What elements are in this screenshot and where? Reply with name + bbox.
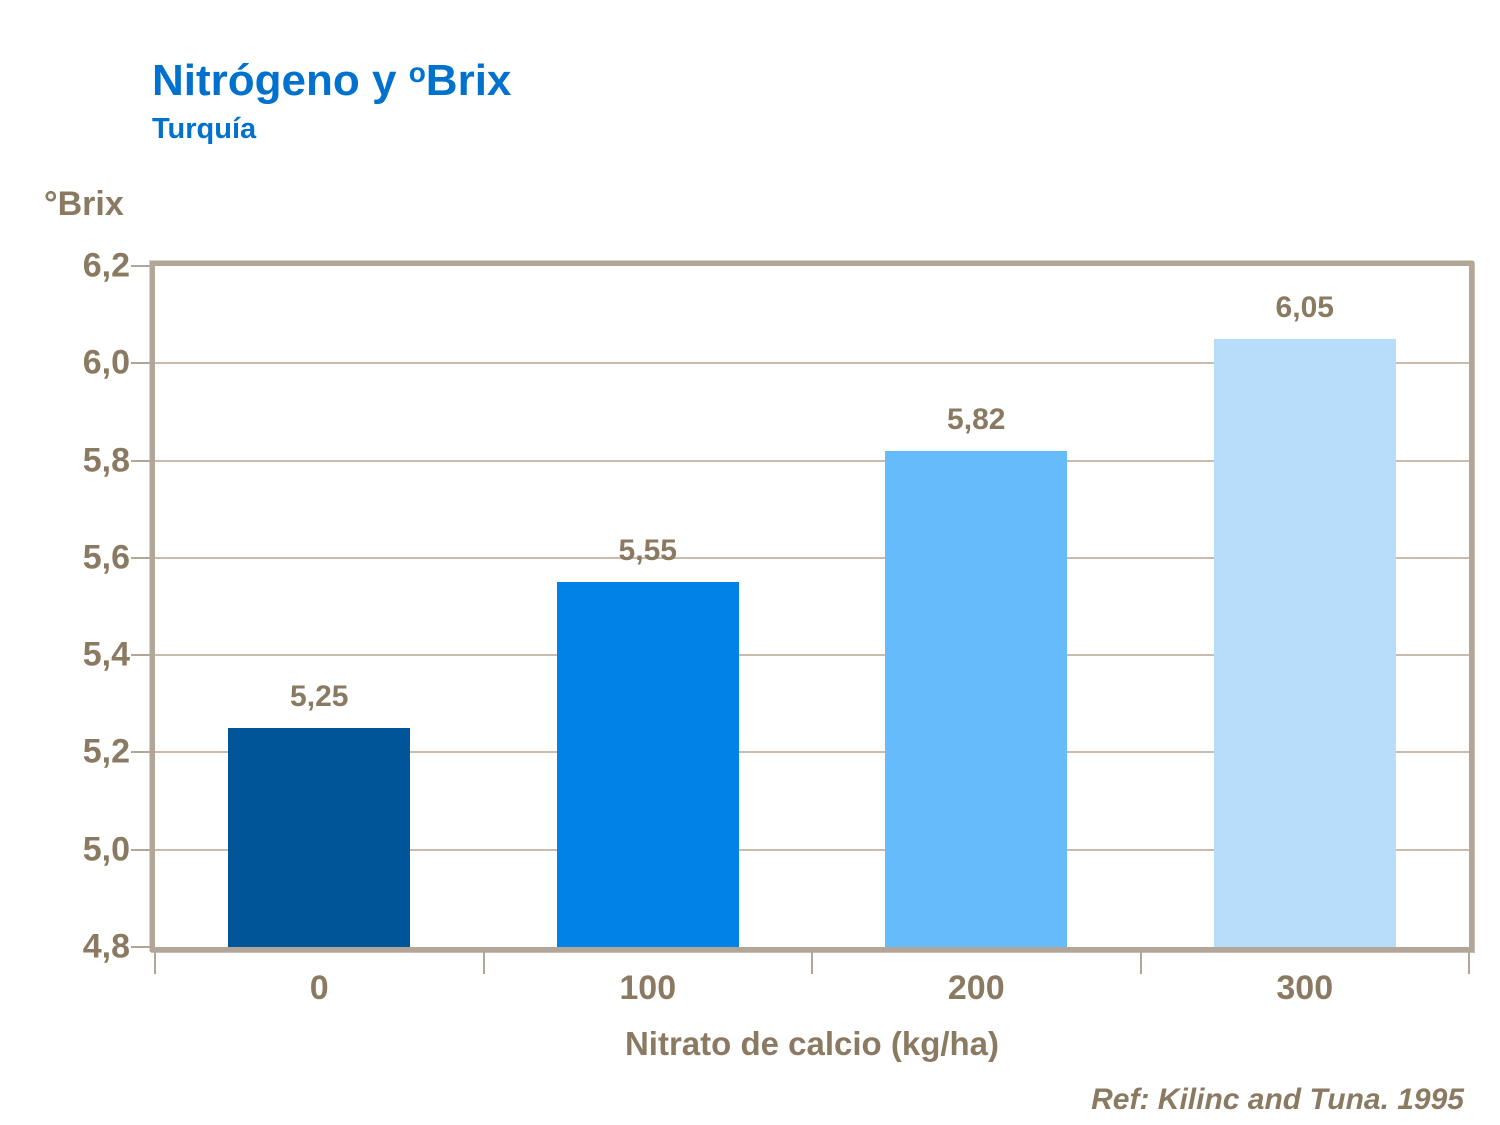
gridline xyxy=(155,751,1469,754)
y-tick-label: 6,0 xyxy=(82,343,130,382)
plot-area: 4,8 5,0 5,2 5,4 5,6 5,8 6,0 6,2 5,25 0 5,55 100 5,82… xyxy=(83,247,1474,1007)
bar-value-label: 5,55 xyxy=(618,534,677,568)
bar xyxy=(1213,338,1396,947)
bar-slot: 5,55 xyxy=(484,266,813,947)
y-tick-label: 5,0 xyxy=(82,830,130,869)
y-axis-tick xyxy=(131,362,155,365)
y-axis-tick xyxy=(131,751,155,754)
x-axis-tick xyxy=(1468,952,1470,974)
y-tick-label: 5,6 xyxy=(82,538,130,577)
x-tick-label: 300 xyxy=(1276,969,1334,1007)
x-axis-tick xyxy=(1139,952,1142,974)
gridline xyxy=(155,654,1469,657)
y-tick-label: 5,8 xyxy=(82,441,130,480)
bar xyxy=(556,582,739,947)
bar-value-label: 5,82 xyxy=(947,402,1006,436)
y-axis-tick xyxy=(131,556,155,559)
gridline xyxy=(155,459,1469,462)
gridline xyxy=(155,556,1469,559)
chart-title: Nitrógeno y oBrix xyxy=(152,56,511,106)
chart-title-superscript-o: o xyxy=(408,57,426,88)
x-tick-label: 100 xyxy=(619,969,677,1007)
y-axis-tick xyxy=(131,946,155,948)
gridline xyxy=(155,848,1469,851)
x-tick-label: 200 xyxy=(947,969,1005,1007)
bar-slot: 5,82 xyxy=(812,266,1141,947)
chart-title-prefix: Nitrógeno y xyxy=(152,56,409,105)
y-tick-label: 5,2 xyxy=(82,732,130,771)
x-axis-title: Nitrato de calcio (kg/ha) xyxy=(624,1025,1000,1062)
bar-slot: 5,25 xyxy=(155,266,484,947)
gridline xyxy=(155,362,1469,365)
bar xyxy=(885,450,1068,947)
chart-title-rest: Brix xyxy=(425,56,512,105)
y-axis-tick xyxy=(131,848,155,851)
chart-subtitle: Turquía xyxy=(152,113,257,145)
y-axis-tick xyxy=(131,265,155,267)
x-axis-tick xyxy=(154,952,156,974)
bar-value-label: 6,05 xyxy=(1275,290,1334,324)
y-axis-tick xyxy=(131,459,155,462)
bar-value-label: 5,25 xyxy=(290,680,349,714)
y-tick-label: 4,8 xyxy=(82,927,130,966)
x-axis-tick xyxy=(482,952,485,974)
reference-citation: Ref: Kilinc and Tuna. 1995 xyxy=(1091,1083,1464,1116)
y-tick-label: 6,2 xyxy=(82,246,130,285)
y-axis-tick xyxy=(131,654,155,657)
bar-slot: 6,05 xyxy=(1141,266,1470,947)
y-axis-title: °Brix xyxy=(44,185,124,223)
bar xyxy=(228,728,411,947)
x-tick-label: 0 xyxy=(309,969,329,1007)
y-tick-label: 5,4 xyxy=(82,635,130,674)
x-axis-tick xyxy=(811,952,813,974)
